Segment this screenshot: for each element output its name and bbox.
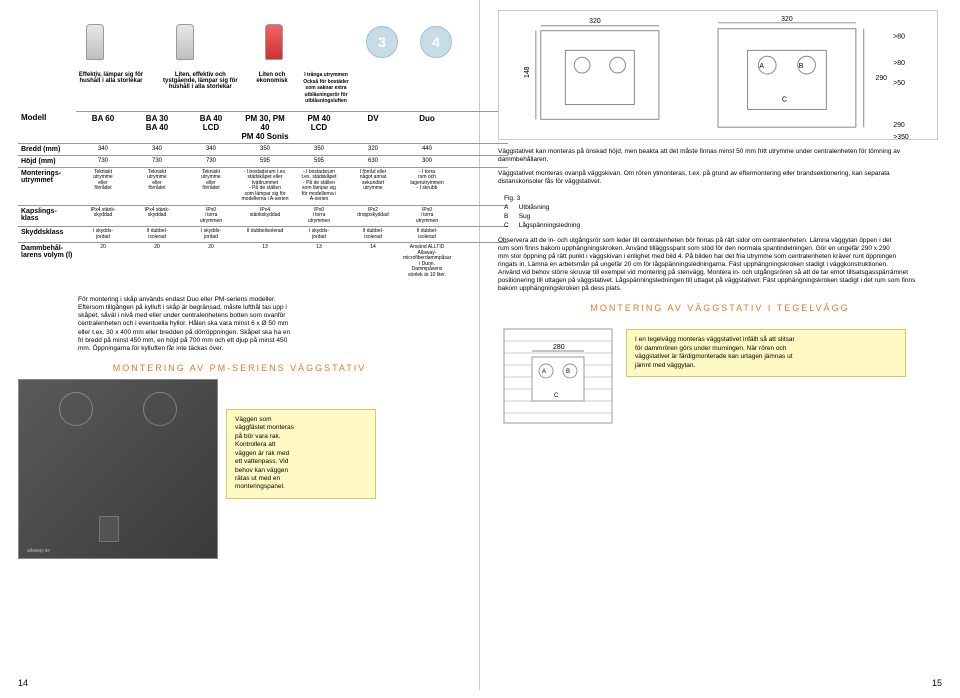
svg-text:280: 280: [553, 344, 565, 351]
table-cell: 320: [346, 143, 400, 155]
table-cell: II dubbelisolerad: [238, 226, 292, 242]
hdr-5: I trånga utrymmen Också för bostäder som…: [303, 72, 349, 104]
table-cell: 20: [76, 242, 130, 280]
svg-text:>80: >80: [893, 34, 905, 41]
table-cell: 350: [238, 143, 292, 155]
svg-text:A: A: [759, 63, 764, 70]
table-cell: IPx4 stänk- skyddad: [76, 205, 130, 227]
table-cell: IPx2 droppskyddad: [346, 205, 400, 227]
right-t2: Väggstativet monteras ovanpå väggskivan.…: [498, 170, 942, 186]
hdr-0: Effektiv, lämpar sig för hushåll i alla …: [79, 72, 143, 84]
svg-text:148: 148: [524, 66, 531, 78]
mount-text: För montering i skåp används endast Duo …: [78, 296, 358, 353]
table-cell: 730: [130, 155, 184, 167]
table-cell: 350: [292, 143, 346, 155]
table-cell: 14: [346, 242, 400, 280]
spec-table: ModellBA 60BA 30 BA 40BA 40 LCDPM 30, PM…: [18, 111, 461, 281]
table-cell: IPx4 stänk- skyddad: [130, 205, 184, 227]
table-cell: 340: [184, 143, 238, 155]
table-cell: 630: [346, 155, 400, 167]
table-cell: 595: [238, 155, 292, 167]
table-cell: 730: [76, 155, 130, 167]
table-cell: - I torra rum och lagerutrymmen - I skru…: [400, 167, 454, 205]
fig3-caption: Fig. 3 AUtblåsning BSug CLågspänningsled…: [498, 193, 586, 231]
table-cell: 440: [400, 143, 454, 155]
table-cell: 20: [184, 242, 238, 280]
row-label: Modell: [18, 111, 76, 143]
svg-text:>50: >50: [893, 80, 905, 87]
svg-text:>350: >350: [893, 134, 909, 139]
table-cell: DV: [346, 111, 400, 143]
row-label: Skyddsklass: [18, 226, 76, 242]
table-cell: 730: [184, 155, 238, 167]
svg-text:>80: >80: [893, 60, 905, 67]
hdr-2: Liten, effektiv och tystgående, lämpar s…: [163, 72, 238, 90]
table-cell: Tekniskt utrymme eller förrådet: [184, 167, 238, 205]
row-label: Monterings- utrymmet: [18, 167, 76, 205]
row-label: Bredd (mm): [18, 143, 76, 155]
table-cell: 595: [292, 155, 346, 167]
table-cell: 13: [238, 242, 292, 280]
table-cell: IPx0 i torra utrymmen: [292, 205, 346, 227]
section-pm: MONTERING AV PM-SERIENS VÄGGSTATIV: [18, 363, 461, 373]
yellow-note-2: I en tegelvägg monteras väggstativet inf…: [626, 329, 906, 377]
table-cell: IPx4 stänkskyddad: [238, 205, 292, 227]
table-cell: 300: [400, 155, 454, 167]
svg-text:C: C: [782, 97, 787, 104]
table-cell: II dubbel- isolerad: [346, 226, 400, 242]
svg-text:320: 320: [781, 16, 793, 23]
svg-text:290: 290: [893, 122, 905, 129]
table-cell: Duo: [400, 111, 454, 143]
panel-image: allaway.se: [18, 379, 218, 559]
table-cell: PM 30, PM 40 PM 40 Sonis: [238, 111, 292, 143]
circle-4: 4: [420, 26, 452, 58]
yellow-note-1: Väggen som väggfästet monteras på bör va…: [226, 409, 376, 499]
table-cell: IPx0 i torra utrymmen: [400, 205, 454, 227]
svg-text:320: 320: [589, 18, 601, 25]
table-cell: 13: [292, 242, 346, 280]
svg-text:C: C: [554, 393, 559, 399]
table-cell: PM 40 LCD: [292, 111, 346, 143]
svg-text:A: A: [542, 369, 546, 375]
right-t1: Väggstativet kan monteras på önskad höjd…: [498, 148, 942, 164]
brick-diagram: 280 A B C: [498, 319, 618, 429]
table-cell: II dubbel- isolerad: [130, 226, 184, 242]
table-cell: 20: [130, 242, 184, 280]
tech-diagram-top: 320 148 320 290 >80 >80 >50 290 >350 A B…: [498, 10, 938, 140]
table-cell: 340: [76, 143, 130, 155]
page-num-right: 15: [932, 678, 942, 688]
table-cell: BA 30 BA 40: [130, 111, 184, 143]
row-label: Dammbehål- larens volym (l): [18, 242, 76, 280]
table-cell: - I bostadsrum t.ex. städskåpet - På de …: [292, 167, 346, 205]
svg-text:B: B: [566, 369, 570, 375]
table-cell: I skydds- jordad: [292, 226, 346, 242]
hdr-4: Liten och ekonomisk: [256, 72, 287, 84]
table-cell: I förråd eller något annat sekundärt utr…: [346, 167, 400, 205]
table-cell: 340: [130, 143, 184, 155]
section-tegel: MONTERING AV VÄGGSTATIV I TEGELVÄGG: [498, 303, 942, 313]
table-cell: BA 40 LCD: [184, 111, 238, 143]
table-cell: Använd ALLTID Allaway- microfiberdammpås…: [400, 242, 454, 280]
svg-text:290: 290: [876, 75, 888, 82]
table-cell: I skydds- jordad: [184, 226, 238, 242]
table-cell: IPx0 i torra utrymmen: [184, 205, 238, 227]
row-label: Kapslings- klass: [18, 205, 76, 227]
page-num-left: 14: [18, 678, 28, 688]
table-cell: Tekniskt utrymme eller förrådet: [76, 167, 130, 205]
table-cell: - I bostadsrum t.ex. städskåpet eller tv…: [238, 167, 292, 205]
table-cell: I skydds- jordad: [76, 226, 130, 242]
table-cell: BA 60: [76, 111, 130, 143]
svg-text:B: B: [799, 63, 804, 70]
right-t3: Observera att de in- och utgångsrör som …: [498, 237, 942, 294]
row-label: Höjd (mm): [18, 155, 76, 167]
table-cell: Tekniskt utrymme eller förrådet: [130, 167, 184, 205]
top-header-row: Effektiv, lämpar sig för hushåll i alla …: [18, 10, 461, 107]
circle-3: 3: [366, 26, 398, 58]
table-cell: II dubbel- isolerad: [400, 226, 454, 242]
